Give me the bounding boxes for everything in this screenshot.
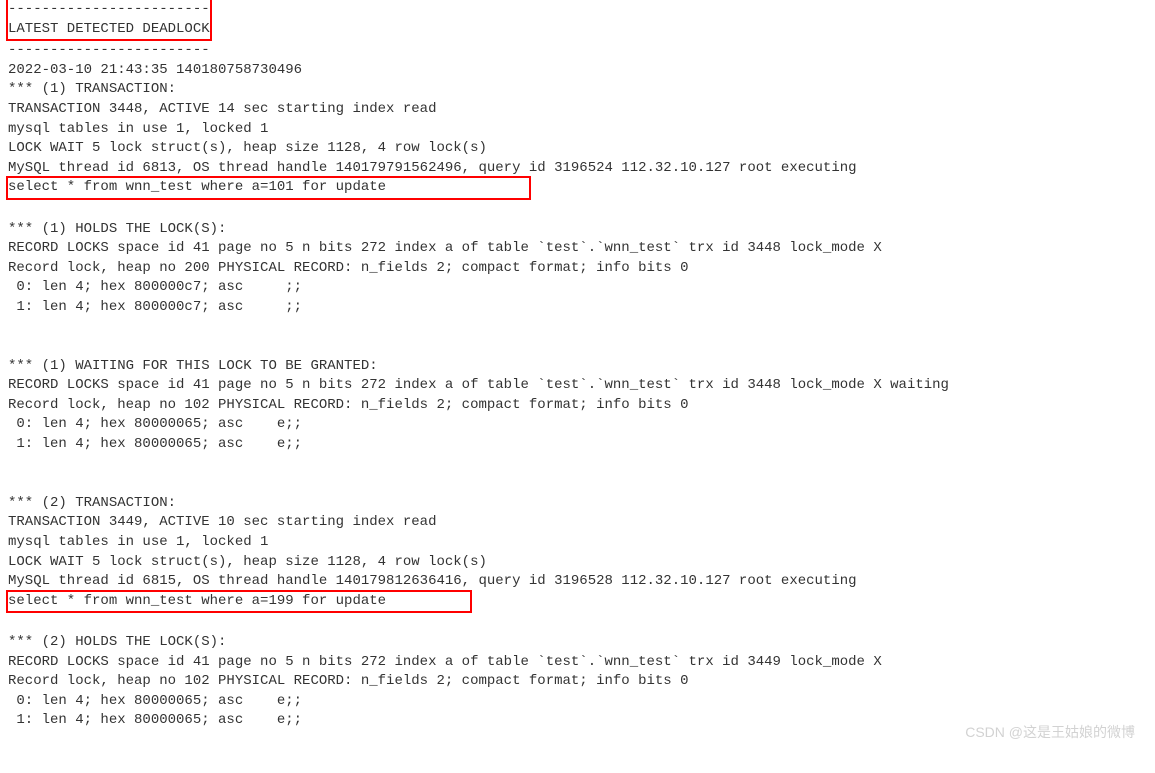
trx2-lockwait: LOCK WAIT 5 lock struct(s), heap size 11… xyxy=(8,553,1147,573)
trx2-info: TRANSACTION 3449, ACTIVE 10 sec starting… xyxy=(8,513,1147,533)
timestamp-line: 2022-03-10 21:43:35 140180758730496 xyxy=(8,61,1147,81)
trx2-query: select * from wnn_test where a=199 for u… xyxy=(8,592,470,612)
trx1-tables: mysql tables in use 1, locked 1 xyxy=(8,120,1147,140)
separator-line: ------------------------ xyxy=(8,41,1147,61)
trx2-holds-header: *** (2) HOLDS THE LOCK(S): xyxy=(8,633,1147,653)
blank-line xyxy=(8,337,1147,357)
separator-line: ------------------------ xyxy=(8,0,210,20)
trx2-holds-lock: Record lock, heap no 102 PHYSICAL RECORD… xyxy=(8,672,1147,692)
blank-line xyxy=(8,200,1147,220)
trx1-waiting-lock: Record lock, heap no 102 PHYSICAL RECORD… xyxy=(8,396,1147,416)
blank-line xyxy=(8,474,1147,494)
trx1-holds-hex0: 0: len 4; hex 800000c7; asc ;; xyxy=(8,278,1147,298)
trx1-query: select * from wnn_test where a=101 for u… xyxy=(8,178,529,198)
blank-line xyxy=(8,455,1147,475)
trx1-info: TRANSACTION 3448, ACTIVE 14 sec starting… xyxy=(8,100,1147,120)
trx2-header: *** (2) TRANSACTION: xyxy=(8,494,1147,514)
trx1-holds-hex1: 1: len 4; hex 800000c7; asc ;; xyxy=(8,298,1147,318)
csdn-watermark: CSDN @这是王姑娘的微博 xyxy=(965,723,1135,743)
trx1-holds-lock: Record lock, heap no 200 PHYSICAL RECORD… xyxy=(8,259,1147,279)
trx2-holds-record: RECORD LOCKS space id 41 page no 5 n bit… xyxy=(8,653,1147,673)
trx1-query-highlight: select * from wnn_test where a=101 for u… xyxy=(6,176,531,200)
trx2-holds-hex0: 0: len 4; hex 80000065; asc e;; xyxy=(8,692,1147,712)
deadlock-header-highlight: ------------------------ LATEST DETECTED… xyxy=(6,0,212,41)
trx2-tables: mysql tables in use 1, locked 1 xyxy=(8,533,1147,553)
blank-line xyxy=(8,318,1147,338)
blank-line xyxy=(8,613,1147,633)
deadlock-title: LATEST DETECTED DEADLOCK xyxy=(8,20,210,40)
trx1-waiting-record: RECORD LOCKS space id 41 page no 5 n bit… xyxy=(8,376,1147,396)
trx1-waiting-hex0: 0: len 4; hex 80000065; asc e;; xyxy=(8,415,1147,435)
trx1-waiting-hex1: 1: len 4; hex 80000065; asc e;; xyxy=(8,435,1147,455)
trx1-holds-header: *** (1) HOLDS THE LOCK(S): xyxy=(8,220,1147,240)
trx1-waiting-header: *** (1) WAITING FOR THIS LOCK TO BE GRAN… xyxy=(8,357,1147,377)
trx1-lockwait: LOCK WAIT 5 lock struct(s), heap size 11… xyxy=(8,139,1147,159)
trx2-query-highlight: select * from wnn_test where a=199 for u… xyxy=(6,590,472,614)
trx1-header: *** (1) TRANSACTION: xyxy=(8,80,1147,100)
trx1-holds-record: RECORD LOCKS space id 41 page no 5 n bit… xyxy=(8,239,1147,259)
